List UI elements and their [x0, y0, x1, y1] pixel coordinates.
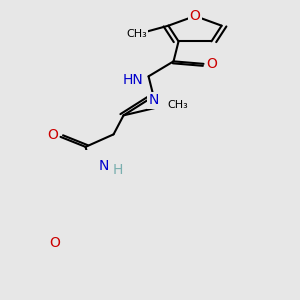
Text: HN: HN [123, 74, 143, 87]
Text: O: O [206, 57, 217, 71]
Text: CH₃: CH₃ [126, 29, 147, 39]
Text: H: H [112, 163, 123, 177]
Text: O: O [47, 128, 58, 142]
Text: N: N [148, 93, 159, 107]
Text: N: N [98, 159, 109, 173]
Text: O: O [190, 9, 200, 23]
Text: O: O [50, 236, 61, 250]
Text: CH₃: CH₃ [167, 100, 188, 110]
